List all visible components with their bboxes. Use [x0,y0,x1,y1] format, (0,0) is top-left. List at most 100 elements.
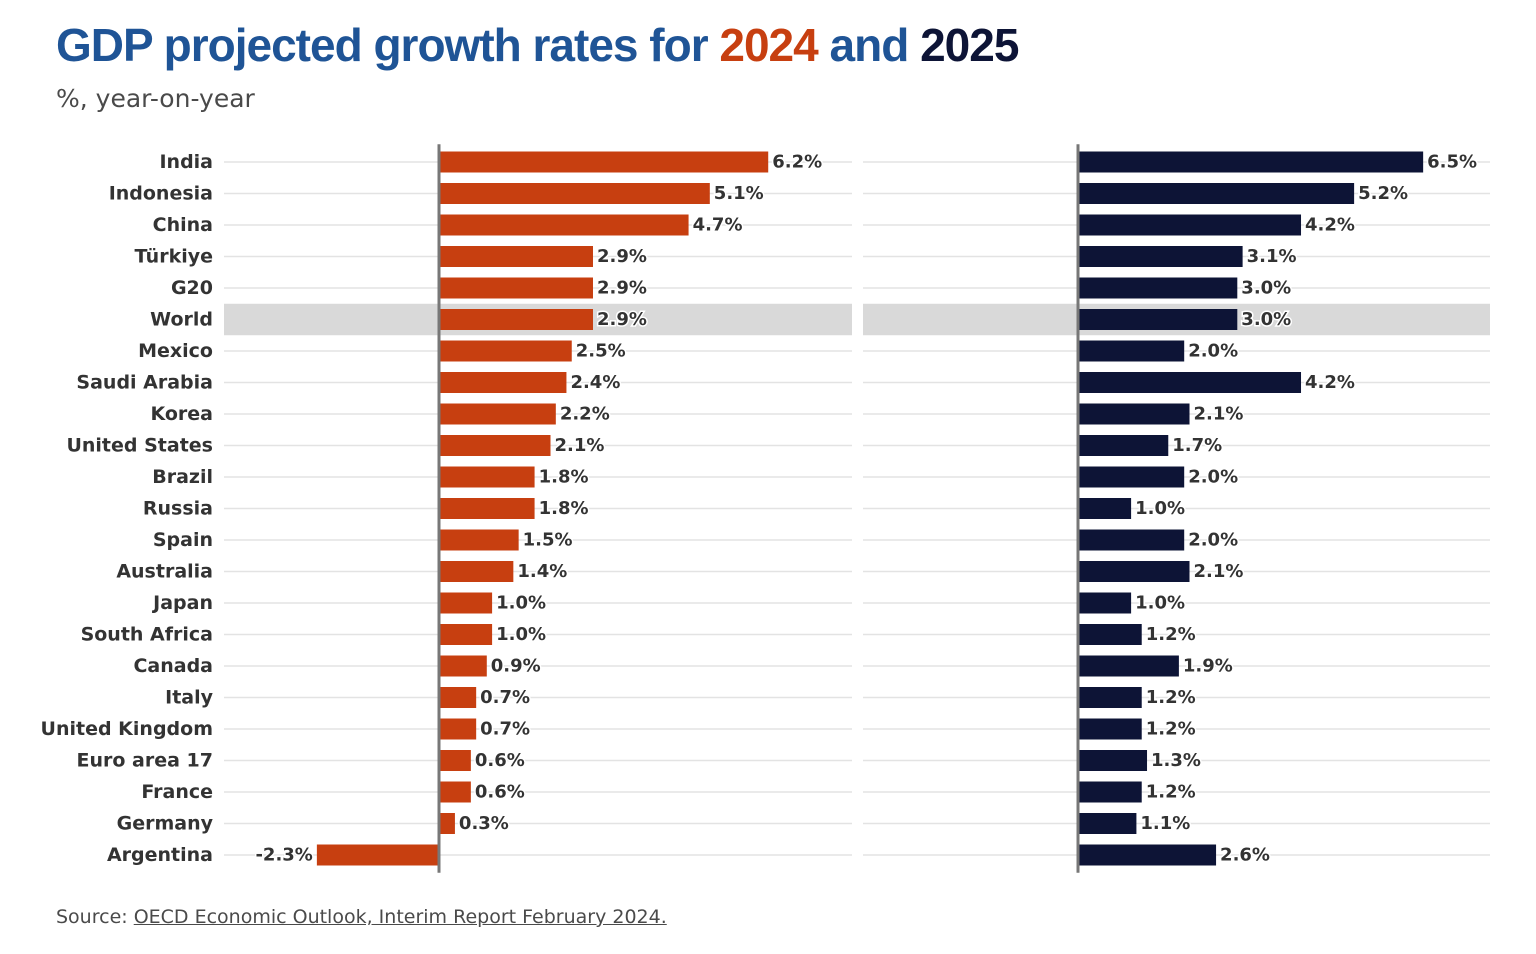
bar-2024 [439,687,477,708]
value-label-2024: 0.3% [459,813,509,834]
bar-2025 [1078,781,1142,803]
category-label: China [153,214,213,236]
category-label: Italy [165,687,213,709]
title-part-2: and [817,19,921,71]
bar-2025 [1078,466,1185,488]
value-label-2024: 0.9% [491,656,541,677]
category-label: South Africa [81,624,213,646]
value-label-2024: 0.7% [480,719,530,740]
bar-2025 [1078,561,1190,582]
bar-2025 [1078,151,1424,173]
bar-2024 [439,372,567,393]
bar-2025 [1078,592,1132,614]
value-label-2024: 1.0% [496,593,546,614]
category-label: Mexico [138,340,213,362]
category-label: Spain [153,529,213,551]
category-label: Brazil [152,466,213,488]
bar-2024 [439,340,572,362]
value-label-2024: 1.5% [523,530,573,551]
value-label-2025: 5.2% [1358,183,1408,204]
source-link[interactable]: OECD Economic Outlook, Interim Report Fe… [133,906,667,928]
value-label-2025: 3.0% [1241,309,1291,330]
title-year-2025: 2025 [920,19,1019,71]
bar-2024 [439,183,710,204]
bar-2024 [316,844,439,866]
category-label: Russia [143,498,213,520]
bar-chart: India Indonesia China Türkiye G20 World Mexico… [41,144,1490,873]
category-label: Türkiye [135,246,213,268]
bar-2025 [1078,309,1238,330]
value-label-2025: 1.2% [1146,782,1196,803]
value-label-2025: 2.1% [1194,561,1244,582]
category-label: United Kingdom [41,718,213,740]
source-note: Source: OECD Economic Outlook, Interim R… [56,906,667,928]
source-prefix: Source: [56,906,134,928]
value-label-2024: 0.7% [480,687,530,708]
bar-2025 [1078,687,1142,708]
bar-2025 [1078,246,1243,267]
category-label: World [150,309,213,331]
bar-2024 [439,655,487,677]
chart-title: GDP projected growth rates for 2024 and … [56,18,1019,72]
bar-2025 [1078,340,1185,362]
value-label-2024: 2.9% [597,246,647,267]
chart-subtitle: %, year-on-year [56,84,255,113]
bar-2024 [439,466,535,488]
bar-2024 [439,403,556,425]
value-label-2024: 4.7% [693,215,743,236]
value-label-2025: 1.3% [1151,750,1201,771]
bar-2025 [1078,844,1217,866]
value-label-2025: 2.1% [1194,404,1244,425]
value-label-2025: 4.2% [1305,372,1355,393]
value-label-2024: 1.8% [539,498,589,519]
category-label: India [159,151,213,173]
value-label-2025: 2.0% [1188,341,1238,362]
value-label-2024: 2.9% [597,309,647,330]
bar-2024 [439,151,769,173]
value-label-2025: 2.0% [1188,467,1238,488]
value-label-2024: 0.6% [475,782,525,803]
bar-2024 [439,592,493,614]
value-label-2024: 2.9% [597,278,647,299]
bar-2024 [439,750,471,771]
bar-2024 [439,561,514,582]
bar-2025 [1078,813,1137,834]
category-label: Saudi Arabia [76,372,213,394]
title-year-2024: 2024 [719,19,818,71]
bar-2024 [439,214,689,236]
category-label: Korea [150,403,213,425]
value-label-2024: 0.6% [475,750,525,771]
bar-2024 [439,718,477,740]
value-label-2025: 4.2% [1305,215,1355,236]
value-label-2024: 2.2% [560,404,610,425]
category-label: United States [66,435,213,457]
value-label-2025: 1.9% [1183,656,1233,677]
category-label: Australia [116,561,213,583]
bar-2025 [1078,655,1179,677]
bar-2024 [439,624,493,645]
value-label-2025: 1.2% [1146,624,1196,645]
bar-2025 [1078,183,1355,204]
category-label: Indonesia [109,183,213,205]
value-label-2025: 1.0% [1135,593,1185,614]
value-label-2024: 6.2% [772,152,822,173]
value-label-2024: 5.1% [714,183,764,204]
bar-2024 [439,246,593,267]
bar-2025 [1078,718,1142,740]
value-label-2025: 2.0% [1188,530,1238,551]
bar-2025 [1078,277,1238,299]
value-label-2024: 2.5% [576,341,626,362]
bar-2024 [439,529,519,551]
bar-2025 [1078,529,1185,551]
value-label-2025: 1.0% [1135,498,1185,519]
bar-2024 [439,277,593,299]
category-label: G20 [171,277,213,299]
bar-2025 [1078,214,1302,236]
value-label-2024: 1.0% [496,624,546,645]
category-label: Germany [117,813,214,835]
value-label-2025: 1.2% [1146,719,1196,740]
category-label: Japan [151,592,213,614]
value-label-2024: 2.4% [570,372,620,393]
value-label-2024: 1.4% [517,561,567,582]
bar-2025 [1078,372,1302,393]
